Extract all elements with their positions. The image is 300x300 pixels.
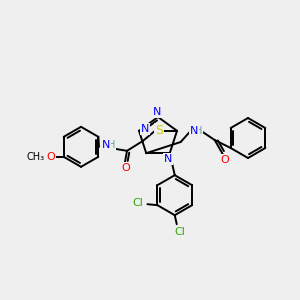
Text: O: O bbox=[46, 152, 55, 162]
Text: O: O bbox=[122, 163, 130, 173]
Text: N: N bbox=[153, 107, 161, 117]
Text: N: N bbox=[164, 154, 172, 164]
Text: N: N bbox=[141, 124, 149, 134]
Text: N: N bbox=[190, 126, 198, 136]
Text: O: O bbox=[220, 155, 229, 165]
Text: H: H bbox=[108, 140, 116, 150]
Text: Cl: Cl bbox=[174, 227, 185, 237]
Text: H: H bbox=[195, 126, 202, 136]
Text: S: S bbox=[155, 124, 163, 137]
Text: N: N bbox=[102, 140, 110, 150]
Text: Cl: Cl bbox=[132, 198, 143, 208]
Text: CH₃: CH₃ bbox=[27, 152, 45, 162]
